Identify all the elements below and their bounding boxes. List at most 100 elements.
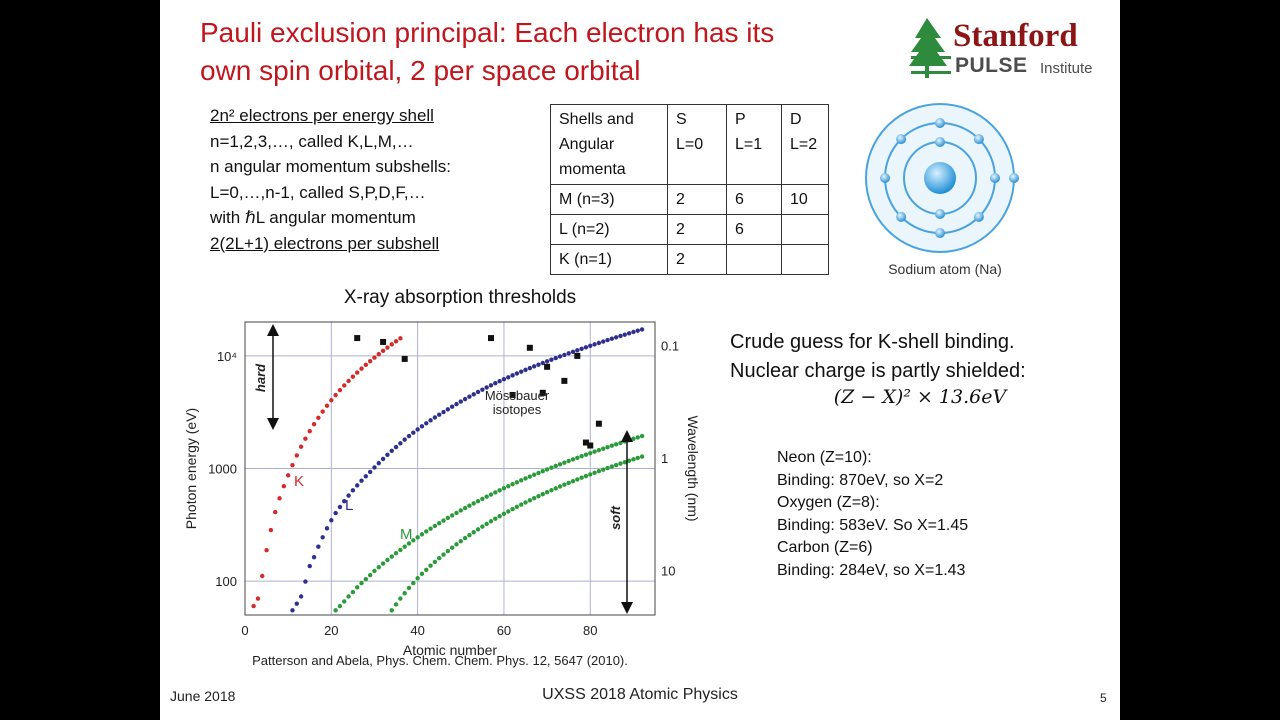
x-axis-label: Atomic number (403, 642, 497, 658)
series-label-l: L (345, 497, 353, 514)
note-line: L=0,…,n-1, called S,P,D,F,… (210, 182, 426, 202)
data-point-m (531, 472, 537, 477)
data-point-mossbauer (539, 389, 546, 396)
data-point-m2 (514, 504, 520, 509)
data-point-m (342, 599, 347, 604)
data-point-m2 (553, 486, 558, 491)
data-point-m (359, 580, 364, 586)
electron (990, 173, 1000, 183)
y-tick-label: 10⁴ (217, 349, 237, 364)
data-point-k (363, 362, 369, 368)
x-tick-label: 0 (241, 623, 248, 638)
data-point-mossbauer (509, 391, 516, 398)
logo-institute: Institute (1040, 60, 1093, 77)
data-point-m (376, 564, 381, 570)
data-point-m2 (562, 482, 567, 487)
data-point-m (411, 538, 416, 543)
data-point-l (389, 448, 394, 454)
data-point-m2 (458, 539, 463, 544)
data-point-l (549, 357, 554, 362)
hard-arrowhead (267, 418, 279, 430)
data-point-m (350, 589, 356, 595)
data-point-l (497, 378, 502, 384)
x-tick-label: 40 (410, 623, 424, 638)
sodium-atom-icon (865, 103, 1019, 253)
x-tick-label: 60 (497, 623, 511, 638)
data-point-mossbauer (595, 420, 602, 427)
data-point-m2 (622, 459, 627, 465)
shell-table: Shells and Angular momenta S L=0 P L=1 D… (550, 104, 829, 275)
data-point-k (385, 345, 390, 350)
logo-pulse: PULSE (955, 54, 1028, 77)
electron (935, 209, 945, 219)
data-point-m2 (544, 489, 550, 495)
data-point-m (363, 576, 369, 582)
data-point-m2 (613, 462, 619, 468)
data-point-l (566, 351, 571, 356)
data-point-m (540, 468, 545, 474)
y-tick-label: 100 (215, 574, 237, 589)
data-point-m (523, 476, 528, 481)
data-point-l (428, 418, 433, 423)
data-point-m (333, 608, 338, 613)
title-line-2: own spin orbital, 2 per space orbital (200, 55, 641, 86)
data-point-k (389, 342, 394, 347)
data-point-l (605, 337, 610, 343)
data-point-k (367, 358, 373, 364)
data-point-l (462, 396, 468, 402)
data-point-m (579, 454, 584, 459)
data-point-k (290, 462, 295, 468)
data-point-l (376, 460, 381, 466)
data-point-l (471, 392, 476, 397)
data-point-m2 (389, 608, 394, 613)
data-point-l (303, 579, 308, 584)
data-point-mossbauer (484, 315, 490, 321)
data-point-m2 (639, 454, 645, 459)
data-point-l (298, 594, 304, 599)
data-point-m2 (415, 576, 420, 581)
example-line: Binding: 583eV. So X=1.45 (777, 516, 969, 534)
example-line: Binding: 284eV, so X=1.43 (777, 561, 966, 579)
data-point-l (601, 339, 606, 344)
series-label-m: M (400, 526, 413, 543)
data-point-m (355, 585, 360, 590)
data-point-m (639, 433, 645, 439)
data-point-m (514, 480, 520, 485)
kshell-formula: (Z − X)² × 13.6eV (833, 386, 1007, 408)
data-point-l (329, 518, 334, 523)
data-point-m (406, 541, 412, 546)
data-point-m2 (519, 502, 524, 507)
electron (896, 211, 907, 222)
data-point-m (467, 503, 472, 508)
note-line: n angular momentum subshells: (210, 157, 451, 176)
data-point-k (281, 483, 287, 489)
data-point-k (311, 422, 317, 427)
y-tick-label: 1000 (208, 462, 237, 477)
data-point-mossbauer (582, 439, 589, 446)
data-point-k (303, 436, 308, 441)
data-point-l (544, 359, 550, 364)
data-point-m2 (592, 470, 597, 475)
data-point-m (372, 568, 377, 574)
data-point-l (398, 441, 403, 446)
data-point-l (437, 412, 442, 417)
data-point-m (445, 515, 451, 521)
data-point-l (583, 345, 589, 350)
data-point-l (570, 349, 576, 355)
data-point-m (380, 561, 386, 566)
binding-examples: Neon (Z=10): Binding: 870eV, so X=2 Oxyg… (777, 447, 1077, 582)
data-point-m (596, 447, 602, 453)
data-point-m2 (480, 524, 485, 529)
data-point-l (527, 365, 533, 371)
data-point-m (519, 478, 524, 483)
note-line: 2n² electrons per energy shell (210, 106, 434, 125)
data-point-l (449, 404, 455, 409)
data-point-m (605, 444, 610, 450)
data-point-l (333, 510, 338, 516)
data-point-k (376, 351, 381, 357)
data-point-l (562, 352, 567, 358)
data-point-m2 (579, 475, 584, 480)
data-point-m2 (583, 473, 589, 479)
data-point-k (316, 415, 321, 420)
data-point-m (575, 455, 580, 460)
